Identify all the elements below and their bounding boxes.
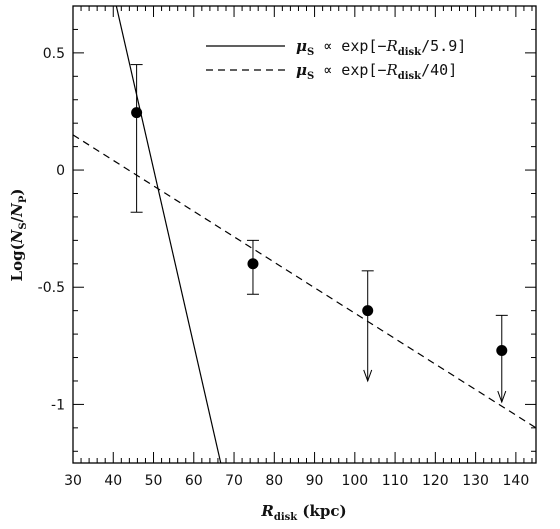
y-tick-label: 0 (56, 163, 65, 179)
y-tick-label: 0.5 (43, 46, 65, 62)
x-tick-label: 130 (462, 473, 489, 489)
x-tick-label: 60 (185, 473, 203, 489)
plot-frame (72, 5, 537, 464)
data-point (496, 345, 508, 357)
x-tick-labels: 30 40 50 60 70 80 90 100 110 120 130 140 (64, 473, 529, 489)
legend-label-solid: μS ∝ exp[−Rdisk/5.9] (296, 37, 466, 58)
x-tick-label: 50 (145, 473, 163, 489)
x-tick-label: 110 (382, 473, 409, 489)
upper-limit-arrow (497, 390, 507, 404)
plot-area (73, 6, 536, 463)
y-tick-label: -1 (51, 397, 65, 413)
series-line-dashed (73, 134, 536, 429)
legend-label-dashed: μS ∝ exp[−Rdisk/40] (296, 61, 457, 82)
y-axis-title: Log(NS/NP) (8, 189, 29, 282)
x-tick-label: 140 (503, 473, 530, 489)
x-tick-label: 90 (306, 473, 324, 489)
upper-limit-arrow (363, 369, 373, 383)
data-point (362, 305, 374, 317)
x-axis-title: Rdisk (kpc) (260, 502, 346, 523)
y-tick-labels: 0.5 0 -0.5 -1 (38, 46, 65, 414)
x-tick-label: 40 (104, 473, 122, 489)
x-tick-label: 70 (225, 473, 243, 489)
x-tick-label: 80 (265, 473, 283, 489)
x-tick-label: 100 (341, 473, 368, 489)
data-point (131, 107, 143, 119)
data-point (247, 258, 259, 270)
x-tick-label: 30 (64, 473, 82, 489)
legend: μS ∝ exp[−Rdisk/5.9] μS ∝ exp[−Rdisk/40] (206, 37, 466, 82)
axis-ticks (72, 5, 536, 463)
y-tick-label: -0.5 (38, 280, 65, 296)
x-tick-label: 120 (422, 473, 449, 489)
series-line-solid (115, 6, 222, 463)
data-points (130, 64, 508, 404)
